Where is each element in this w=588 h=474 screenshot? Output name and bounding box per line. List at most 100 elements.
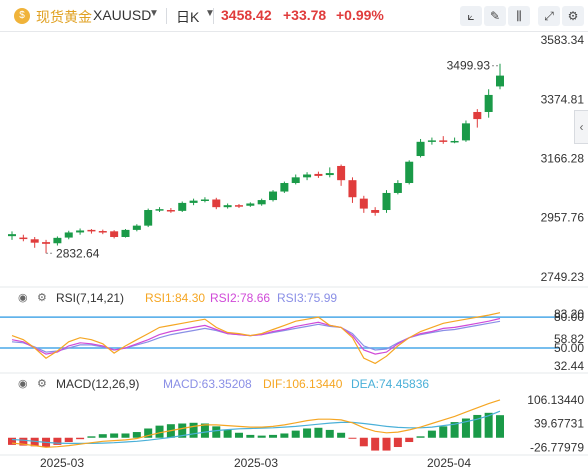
symbol-selector[interactable]: XAUUSD — [93, 7, 152, 23]
macd-bar — [280, 433, 289, 438]
macd-bar — [314, 427, 323, 438]
macd-bar — [484, 412, 493, 438]
rsi1-value: RSI1:84.30 — [145, 291, 206, 305]
rsi2-line — [11, 317, 501, 355]
candle-body — [393, 183, 402, 193]
macd-bar — [325, 429, 334, 438]
instrument-title: 现货黄金 — [36, 9, 92, 25]
macd-bar — [405, 437, 414, 443]
eye-icon[interactable]: ◉ — [18, 292, 28, 304]
candle-body — [19, 237, 28, 240]
low-price-label: 2832.64 — [56, 246, 100, 260]
gear-icon[interactable]: ⚙ — [37, 378, 47, 390]
candle-body — [371, 210, 380, 213]
rsi1-line — [11, 312, 501, 365]
price-axis-label: 3166.28 — [541, 152, 585, 166]
candle-body — [314, 173, 323, 176]
macd-bar — [53, 437, 62, 445]
settings-icon[interactable]: ⚙ — [562, 6, 584, 26]
chevron-left-icon[interactable]: ‹ — [574, 110, 588, 144]
rsi-axis-label: 32.44 — [554, 359, 584, 373]
price-axis-label: 3583.34 — [541, 33, 585, 47]
macd-bar — [212, 426, 221, 438]
candle-type-icon[interactable]: ⫼ — [508, 6, 530, 26]
candle-body — [257, 200, 266, 205]
dif-value: DIF:106.13440 — [263, 377, 343, 391]
candle-body — [405, 161, 414, 184]
macd-bar — [303, 428, 312, 438]
macd-bar — [30, 437, 39, 447]
candle-body — [53, 237, 62, 244]
eye-icon[interactable]: ◉ — [18, 378, 28, 390]
candle-body — [212, 199, 221, 208]
macd-bar — [257, 435, 266, 438]
candle-body — [427, 140, 436, 142]
chevron-down-icon[interactable]: ▼ — [205, 8, 215, 19]
candle-body — [64, 232, 73, 238]
last-price: 3458.42 — [221, 7, 272, 23]
macd-bar — [200, 423, 209, 438]
macd-bar — [132, 432, 141, 438]
high-price-label: 3499.93 — [447, 59, 491, 73]
candle-body — [291, 177, 300, 184]
period-selector[interactable]: 日K — [176, 9, 200, 25]
time-axis-label: 2025-03 — [234, 456, 278, 470]
macd-bar — [223, 429, 232, 438]
candle-body — [484, 94, 493, 112]
candle-body — [303, 174, 312, 178]
macd-bar — [450, 422, 459, 438]
price-change: +33.78 — [283, 7, 327, 23]
candle-body — [348, 180, 357, 198]
macd-bar — [155, 425, 164, 438]
rsi3-value: RSI3:75.99 — [277, 291, 338, 305]
gear-icon[interactable]: ⚙ — [37, 292, 47, 304]
macd-bar — [359, 437, 368, 447]
chevron-down-icon[interactable]: ▼ — [149, 8, 159, 19]
candle-body — [144, 210, 153, 226]
candle-body — [382, 192, 391, 211]
macd-bar — [76, 437, 85, 440]
macd-title: MACD(12,26,9) — [56, 377, 140, 391]
candle-body — [178, 202, 187, 211]
macd-bar — [178, 423, 187, 438]
macd-bar — [291, 430, 300, 438]
macd-bar — [19, 437, 28, 446]
divider — [166, 8, 167, 24]
macd-bar — [337, 432, 346, 438]
macd-bar — [98, 434, 107, 438]
macd-bar — [393, 437, 402, 448]
candle-body — [121, 229, 130, 238]
candle-body — [87, 229, 96, 232]
candle-body — [234, 205, 243, 207]
candle-body — [246, 203, 255, 206]
candle-body — [30, 239, 39, 243]
macd-bar — [246, 434, 255, 438]
macd-bar — [416, 436, 425, 438]
candle-body — [8, 234, 16, 237]
price-change-percent: +0.99% — [336, 7, 384, 23]
macd-bar — [87, 436, 96, 438]
rsi-axis-label: 50.00 — [554, 341, 584, 355]
candle-body — [98, 231, 107, 233]
indicator-icon[interactable]: ⟀ — [460, 6, 482, 26]
macd-bar — [439, 426, 448, 438]
macd-bar — [234, 432, 243, 438]
dif-line — [11, 399, 501, 448]
price-axis-label: 2957.76 — [541, 211, 585, 225]
macd-bar — [461, 418, 470, 438]
macd-bar — [473, 414, 482, 438]
rsi-axis-label: 58.82 — [554, 332, 584, 346]
candle-body — [473, 111, 482, 120]
fullscreen-icon[interactable]: ⤢ — [538, 6, 560, 26]
rsi-axis-label: 83.20 — [554, 307, 584, 321]
candle-body — [42, 242, 51, 244]
macd-bar — [496, 415, 504, 438]
candle-body — [223, 205, 232, 208]
candle-body — [200, 199, 209, 201]
draw-icon[interactable]: ✎ — [484, 6, 506, 26]
dea-value: DEA:74.45836 — [351, 377, 430, 391]
macd-bar — [110, 433, 119, 438]
rsi-title: RSI(7,14,21) — [56, 291, 125, 305]
candle-body — [450, 140, 459, 143]
